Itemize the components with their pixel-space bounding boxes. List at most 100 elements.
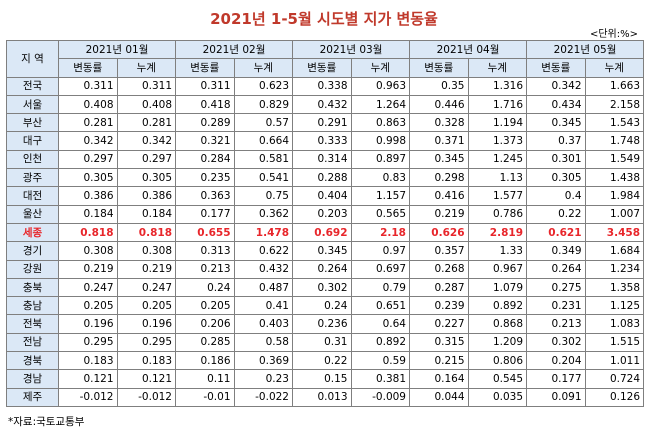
cumulative-cell: 1.663 bbox=[584, 76, 644, 96]
table-row: 대전 0.386 0.386 0.363 0.75 0.404 1.157 0.416 1.57… bbox=[6, 186, 644, 206]
cumulative-cell: 1.515 bbox=[584, 332, 644, 353]
month-header: 2021년 05월 bbox=[526, 39, 644, 60]
table-row: 전국 0.311 0.311 0.311 0.623 0.338 0.963 0.35 1.31… bbox=[6, 76, 644, 96]
change-rate-cell: 0.289 bbox=[175, 113, 235, 133]
change-rate-cell: 0.24 bbox=[175, 277, 235, 298]
cumulative-cell: 0.83 bbox=[350, 168, 410, 188]
change-rate-cell: 0.621 bbox=[526, 222, 586, 243]
change-rate-cell: 0.818 bbox=[58, 222, 118, 243]
region-cell: 대전 bbox=[6, 186, 59, 206]
month-header: 2021년 04월 bbox=[409, 39, 527, 60]
region-cell: 강원 bbox=[6, 259, 59, 279]
cumulative-cell: 0.281 bbox=[116, 113, 176, 133]
cumulative-cell: 0.59 bbox=[350, 351, 410, 371]
change-rate-header: 변동률 bbox=[292, 58, 352, 78]
change-rate-cell: 0.342 bbox=[526, 76, 586, 96]
cumulative-header: 누계 bbox=[584, 58, 644, 78]
table-row: 충북 0.247 0.247 0.24 0.487 0.302 0.79 0.287 1.079… bbox=[6, 277, 644, 298]
table-row: 경북 0.183 0.183 0.186 0.369 0.22 0.59 0.215 0.806… bbox=[6, 351, 644, 371]
cumulative-cell: 1.083 bbox=[584, 314, 644, 334]
cumulative-cell: 1.684 bbox=[584, 241, 644, 261]
change-rate-cell: 0.345 bbox=[409, 149, 469, 170]
region-cell: 제주 bbox=[6, 387, 59, 407]
change-rate-cell: -0.01 bbox=[175, 387, 235, 407]
change-rate-cell: 0.386 bbox=[58, 186, 118, 206]
cumulative-cell: 0.308 bbox=[116, 241, 176, 261]
cumulative-cell: 0.868 bbox=[467, 314, 527, 334]
cumulative-cell: 0.408 bbox=[116, 94, 176, 115]
change-rate-cell: 0.281 bbox=[58, 113, 118, 133]
cumulative-cell: 0.818 bbox=[116, 222, 176, 243]
change-rate-cell: 0.314 bbox=[292, 149, 352, 170]
cumulative-cell: 0.829 bbox=[233, 94, 293, 115]
change-rate-cell: 0.231 bbox=[526, 296, 586, 316]
change-rate-cell: 0.305 bbox=[58, 168, 118, 188]
change-rate-cell: 0.301 bbox=[526, 149, 586, 170]
change-rate-cell: 0.295 bbox=[58, 332, 118, 353]
change-rate-cell: 0.203 bbox=[292, 204, 352, 224]
change-rate-cell: 0.416 bbox=[409, 186, 469, 206]
change-rate-cell: 0.264 bbox=[526, 259, 586, 279]
change-rate-cell: 0.446 bbox=[409, 94, 469, 115]
change-rate-cell: 0.432 bbox=[292, 94, 352, 115]
cumulative-cell: 1.984 bbox=[584, 186, 644, 206]
change-rate-cell: 0.313 bbox=[175, 241, 235, 261]
table-row: 인천 0.297 0.297 0.284 0.581 0.314 0.897 0.345 1.2… bbox=[6, 149, 644, 170]
cumulative-cell: 1.245 bbox=[467, 149, 527, 170]
change-rate-cell: 0.091 bbox=[526, 387, 586, 407]
region-cell: 인천 bbox=[6, 149, 59, 170]
cumulative-cell: 1.125 bbox=[584, 296, 644, 316]
cumulative-cell: 0.205 bbox=[116, 296, 176, 316]
cumulative-cell: 0.41 bbox=[233, 296, 293, 316]
cumulative-cell: 0.75 bbox=[233, 186, 293, 206]
change-rate-cell: 0.311 bbox=[175, 76, 235, 96]
change-rate-cell: 0.24 bbox=[292, 296, 352, 316]
change-rate-cell: 0.215 bbox=[409, 351, 469, 371]
cumulative-cell: 0.892 bbox=[467, 296, 527, 316]
cumulative-cell: 0.487 bbox=[233, 277, 293, 298]
change-rate-cell: 0.196 bbox=[58, 314, 118, 334]
table-row: 전남 0.295 0.295 0.285 0.58 0.31 0.892 0.315 1.209… bbox=[6, 332, 644, 353]
change-rate-cell: 0.285 bbox=[175, 332, 235, 353]
table-row: 전북 0.196 0.196 0.206 0.403 0.236 0.64 0.227 0.86… bbox=[6, 314, 644, 334]
cumulative-header: 누계 bbox=[116, 58, 176, 78]
region-cell: 충북 bbox=[6, 277, 59, 298]
cumulative-cell: 0.23 bbox=[233, 369, 293, 389]
region-cell: 전남 bbox=[6, 332, 59, 353]
month-header: 2021년 02월 bbox=[175, 39, 293, 60]
change-rate-header: 변동률 bbox=[58, 58, 118, 78]
region-header: 지 역 bbox=[6, 40, 59, 78]
region-cell: 전국 bbox=[6, 76, 59, 96]
cumulative-cell: 0.362 bbox=[233, 204, 293, 224]
cumulative-cell: 1.234 bbox=[584, 259, 644, 279]
change-rate-cell: 0.626 bbox=[409, 222, 469, 243]
cumulative-cell: 0.863 bbox=[350, 113, 410, 133]
cumulative-cell: 0.311 bbox=[116, 76, 176, 96]
change-rate-cell: 0.297 bbox=[58, 149, 118, 170]
cumulative-cell: 0.035 bbox=[467, 387, 527, 407]
change-rate-cell: 0.37 bbox=[526, 131, 586, 151]
cumulative-cell: 0.623 bbox=[233, 76, 293, 96]
cumulative-cell: 1.373 bbox=[467, 131, 527, 151]
cumulative-cell: 0.295 bbox=[116, 332, 176, 353]
region-cell: 대구 bbox=[6, 131, 59, 151]
cumulative-cell: 0.184 bbox=[116, 204, 176, 224]
change-rate-cell: 0.177 bbox=[175, 204, 235, 224]
change-rate-cell: -0.012 bbox=[58, 387, 118, 407]
cumulative-cell: 0.651 bbox=[350, 296, 410, 316]
change-rate-cell: 0.11 bbox=[175, 369, 235, 389]
land-price-table: 지 역 2021년 01월 2021년 02월 2021년 03월 2021년 … bbox=[6, 39, 644, 407]
cumulative-cell: 0.622 bbox=[233, 241, 293, 261]
change-rate-cell: 0.268 bbox=[409, 259, 469, 279]
change-rate-cell: 0.236 bbox=[292, 314, 352, 334]
cumulative-header: 누계 bbox=[350, 58, 410, 78]
region-cell: 세종 bbox=[6, 222, 59, 243]
cumulative-cell: 0.196 bbox=[116, 314, 176, 334]
change-rate-cell: 0.342 bbox=[58, 131, 118, 151]
change-rate-cell: 0.338 bbox=[292, 76, 352, 96]
cumulative-cell: 0.342 bbox=[116, 131, 176, 151]
change-rate-cell: 0.287 bbox=[409, 277, 469, 298]
change-rate-cell: 0.205 bbox=[58, 296, 118, 316]
change-rate-cell: 0.204 bbox=[526, 351, 586, 371]
cumulative-cell: 0.97 bbox=[350, 241, 410, 261]
